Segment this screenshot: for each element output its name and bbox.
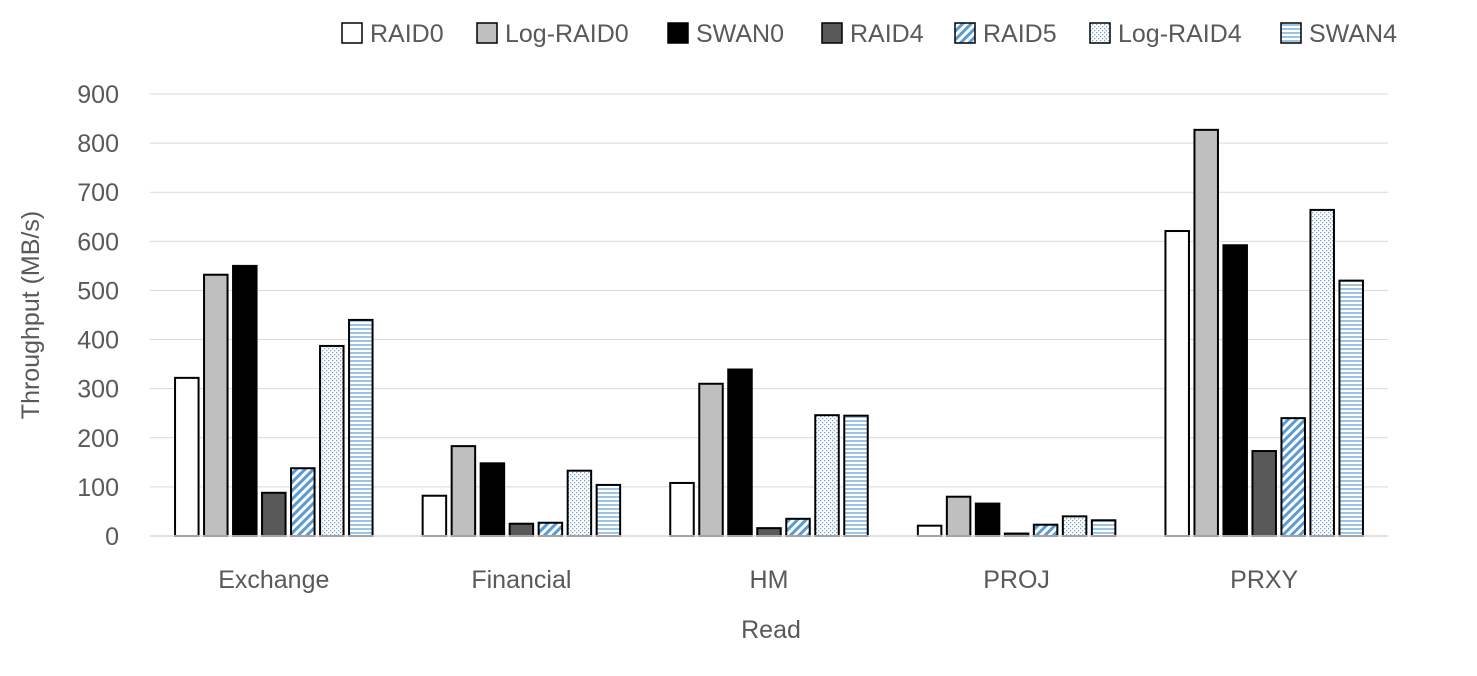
legend-item-log-raid0: Log-RAID0 (476, 20, 629, 48)
legend-label: RAID0 (370, 20, 444, 48)
bar-raid4-hm (756, 527, 782, 537)
x-tick-label: Exchange (218, 566, 329, 594)
legend-swatch (1280, 22, 1302, 44)
bars (150, 128, 1388, 538)
legend-swatch (1089, 22, 1111, 44)
bar-raid5-financial (537, 521, 564, 537)
legend-swatch (341, 22, 363, 44)
bar-raid5-exchange (290, 467, 316, 537)
legend-item-swan4: SWAN4 (1280, 20, 1397, 48)
x-tick-label: Financial (471, 566, 571, 594)
bar-log-raid4-financial (566, 469, 593, 537)
legend-item-raid4: RAID4 (821, 20, 924, 48)
bar-log-raid4-proj (1061, 515, 1088, 537)
legend-item-raid0: RAID0 (341, 20, 444, 48)
bar-raid0-exchange (174, 376, 200, 537)
y-tick-label: 900 (77, 81, 119, 109)
bar-swan0-prxy (1222, 244, 1248, 537)
x-tick-label: PROJ (983, 566, 1050, 594)
bar-raid5-hm (785, 517, 811, 537)
y-tick-label: 400 (77, 327, 119, 355)
bar-log-raid0-exchange (203, 273, 229, 537)
x-axis-category-labels: Exchange Financial HM PROJ PRXY (218, 566, 1298, 594)
legend: RAID0 Log-RAID0 SWAN0 RAID4 RAID5 Log-RAID4 SW… (341, 20, 1397, 48)
bar-swan4-prxy (1338, 279, 1364, 537)
legend-label: RAID4 (850, 20, 924, 48)
bar-swan0-financial (479, 462, 506, 537)
legend-swatch (667, 22, 689, 44)
x-axis-title: Read (741, 616, 801, 644)
legend-item-log-raid4: Log-RAID4 (1089, 20, 1242, 48)
bar-raid0-prxy (1164, 230, 1190, 538)
y-tick-label: 0 (105, 523, 119, 551)
y-tick-label: 200 (77, 425, 119, 453)
y-tick-label: 700 (77, 179, 119, 207)
bar-log-raid0-proj (945, 495, 972, 538)
legend-label: Log-RAID0 (505, 20, 629, 48)
bar-raid0-proj (916, 524, 943, 537)
legend-swatch (821, 22, 843, 44)
bar-swan0-hm (727, 368, 753, 537)
bar-log-raid0-hm (698, 382, 724, 537)
bar-raid5-proj (1032, 523, 1059, 538)
bar-swan0-exchange (232, 264, 258, 537)
bar-log-raid4-prxy (1309, 208, 1335, 537)
y-tick-label: 300 (77, 376, 119, 404)
y-tick-label: 800 (77, 130, 119, 158)
legend-item-swan0: SWAN0 (667, 20, 784, 48)
legend-label: Log-RAID4 (1118, 20, 1242, 48)
legend-swatch (954, 22, 976, 44)
y-axis-tick-labels: 0 100 200 300 400 500 600 700 800 900 (77, 81, 119, 551)
bar-raid0-financial (421, 494, 448, 537)
legend-label: SWAN0 (696, 20, 784, 48)
bar-swan0-proj (974, 502, 1001, 538)
x-tick-label: HM (750, 566, 789, 594)
bar-raid0-hm (669, 481, 695, 537)
bar-log-raid0-prxy (1193, 128, 1219, 537)
bar-raid4-financial (508, 522, 535, 538)
y-axis-title: Throughput (MB/s) (17, 211, 45, 419)
bar-swan4-financial (595, 483, 622, 537)
bar-raid5-prxy (1280, 417, 1306, 537)
y-tick-label: 100 (77, 474, 119, 502)
bar-log-raid4-hm (814, 414, 840, 538)
legend-label: SWAN4 (1309, 20, 1397, 48)
x-tick-label: PRXY (1230, 566, 1298, 594)
bar-swan4-hm (843, 414, 869, 537)
bar-swan4-exchange (348, 318, 374, 537)
bar-swan4-proj (1090, 519, 1117, 537)
bar-log-raid0-financial (450, 445, 477, 538)
bar-raid4-exchange (261, 491, 287, 538)
legend-item-raid5: RAID5 (954, 20, 1057, 48)
bar-raid4-prxy (1251, 450, 1277, 537)
bar-log-raid4-exchange (319, 344, 345, 537)
y-tick-label: 500 (77, 277, 119, 305)
y-tick-label: 600 (77, 228, 119, 256)
legend-label: RAID5 (983, 20, 1057, 48)
legend-swatch (476, 22, 498, 44)
